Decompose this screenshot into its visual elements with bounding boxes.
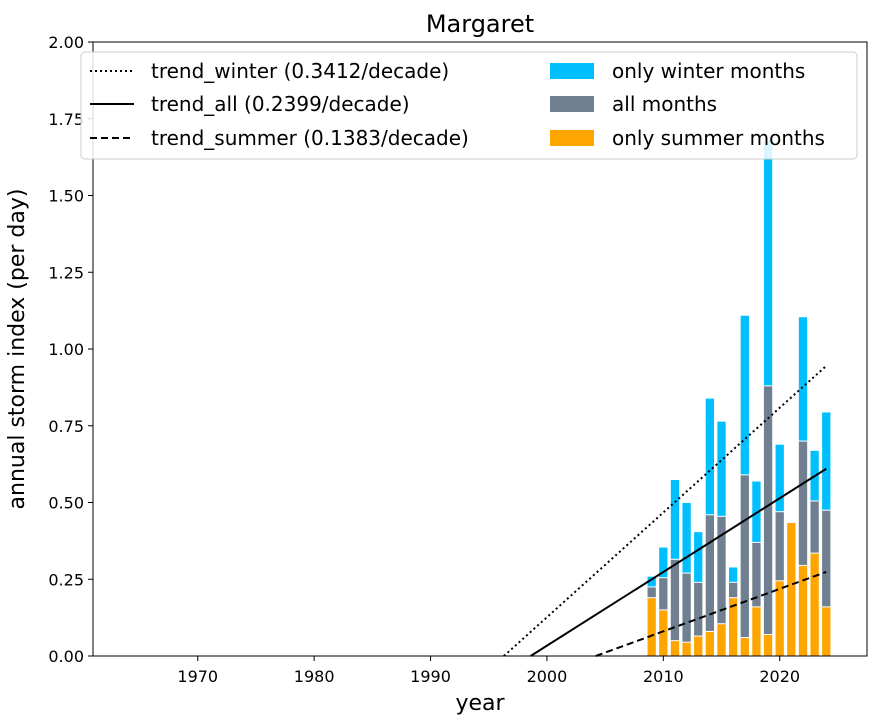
trend-lines-layer <box>503 365 827 657</box>
y-tick-label: 1.50 <box>48 187 84 206</box>
legend-label-trend-dashed: trend_summer (0.1383/decade) <box>151 126 469 150</box>
y-tick-label: 2.00 <box>48 33 84 52</box>
legend-swatch-winter <box>550 63 594 79</box>
trend-line-dashed <box>595 570 827 657</box>
y-tick-label: 1.25 <box>48 263 84 282</box>
legend: trend_winter (0.3412/decade) trend_all (0… <box>80 51 858 160</box>
bars-layer <box>646 139 832 657</box>
bar-summer-2009 <box>646 597 657 657</box>
y-tick-label: 0.25 <box>48 570 84 589</box>
x-tick-label: 2000 <box>527 667 568 686</box>
bar-summer-2023 <box>809 552 820 657</box>
x-axis: 1970 1980 1990 2000 2010 2020 <box>177 656 800 686</box>
y-axis: 0.00 0.25 0.50 0.75 1.00 1.25 1.50 1.75 2.00 <box>48 33 93 666</box>
x-tick-label: 1980 <box>294 667 335 686</box>
bar-summer-2017 <box>739 637 750 657</box>
bar-summer-2014 <box>704 630 716 657</box>
bar-summer-2011 <box>669 640 681 657</box>
bar-summer-2015 <box>716 623 727 657</box>
legend-swatch-summer <box>550 130 594 146</box>
y-tick-label: 0.75 <box>48 417 84 436</box>
chart-title: Margaret <box>426 10 534 38</box>
trend-line-solid <box>530 467 827 657</box>
y-axis-label: annual storm index (per day) <box>5 189 30 510</box>
y-tick-label: 0.00 <box>48 647 84 666</box>
bar-summer-2018 <box>751 606 762 657</box>
x-tick-label: 2020 <box>759 667 800 686</box>
bar-all-2019 <box>762 385 774 657</box>
legend-label-summer: only summer months <box>612 126 825 150</box>
bar-summer-2020 <box>774 580 785 657</box>
bar-summer-2024 <box>821 606 832 657</box>
legend-label-trend-dotted: trend_winter (0.3412/decade) <box>151 59 449 83</box>
x-tick-label: 1990 <box>410 667 451 686</box>
legend-swatch-all <box>550 96 594 112</box>
bar-summer-2012 <box>681 641 692 657</box>
y-tick-label: 1.00 <box>48 340 84 359</box>
legend-label-all: all months <box>612 92 717 116</box>
x-tick-label: 2010 <box>643 667 684 686</box>
trend-line-dotted <box>503 365 827 657</box>
bar-summer-2013 <box>693 635 704 657</box>
y-tick-label: 0.50 <box>48 494 84 513</box>
legend-label-trend-solid: trend_all (0.2399/decade) <box>151 92 410 116</box>
x-axis-label: year <box>455 691 505 716</box>
y-tick-label: 1.75 <box>48 110 84 129</box>
legend-label-winter: only winter months <box>612 59 805 83</box>
x-tick-label: 1970 <box>177 667 218 686</box>
bar-all-2017 <box>739 474 750 657</box>
bar-summer-2019 <box>762 634 774 657</box>
bar-summer-2021 <box>786 521 797 657</box>
legend-box <box>80 51 858 160</box>
